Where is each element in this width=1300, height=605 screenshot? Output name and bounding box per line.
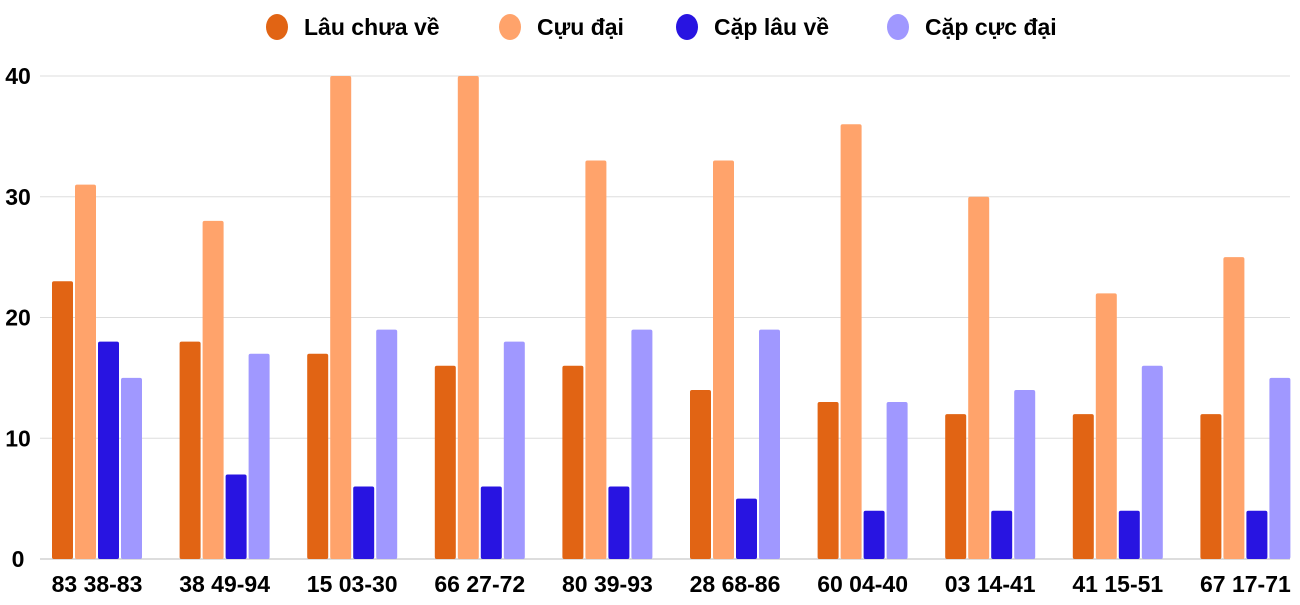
bar [225, 474, 247, 559]
bar [1141, 365, 1163, 559]
legend-label: Cặp lâu về [714, 14, 829, 40]
bar [376, 329, 398, 559]
legend-swatch [676, 14, 698, 40]
bar [330, 76, 352, 559]
x-tick-label: 83 38-83 [52, 571, 143, 597]
bar-group [1200, 257, 1291, 559]
x-tick-label: 41 15-51 [1072, 571, 1163, 597]
bar [608, 486, 630, 559]
bar [1014, 389, 1036, 559]
bar [886, 402, 908, 559]
bar [52, 281, 73, 559]
bar [1118, 510, 1140, 559]
bar [759, 329, 780, 559]
legend-item[interactable]: Cặp cực đại [887, 14, 1057, 40]
legend-swatch [499, 14, 521, 40]
x-tick-label: 60 04-40 [817, 571, 908, 597]
bar [457, 76, 479, 559]
y-tick-label: 10 [5, 425, 31, 451]
legend: Lâu chưa về Cựu đại Cặp lâu về Cặp cực đại [266, 14, 1057, 40]
bar [1269, 377, 1291, 559]
legend-label: Cựu đại [537, 14, 624, 40]
bar [945, 414, 967, 559]
legend-item[interactable]: Cặp lâu về [676, 14, 829, 40]
x-tick-label: 38 49-94 [179, 571, 270, 597]
bar [863, 510, 885, 559]
bars [52, 76, 1291, 560]
bar [503, 341, 525, 559]
x-tick-label: 03 14-41 [945, 571, 1036, 597]
bar-group [817, 124, 908, 560]
legend-item[interactable]: Lâu chưa về [266, 14, 440, 40]
bar [75, 184, 96, 560]
bar [1223, 257, 1245, 559]
y-tick-label: 30 [5, 184, 31, 210]
y-tick-label: 40 [5, 63, 31, 89]
bar [736, 498, 757, 559]
bar-group [562, 160, 653, 559]
bar [480, 486, 502, 559]
bar [817, 402, 839, 559]
bar [353, 486, 375, 559]
bar [690, 389, 711, 559]
bar-group [179, 220, 270, 559]
y-axis-ticks: 0 10 20 30 40 [5, 63, 31, 572]
x-tick-label: 80 39-93 [562, 571, 653, 597]
bar-group [690, 160, 780, 559]
bar [202, 220, 224, 559]
y-tick-label: 0 [12, 546, 25, 572]
bar-group [1072, 293, 1163, 559]
bar [121, 377, 142, 559]
legend-label: Lâu chưa về [304, 14, 440, 40]
bar [1200, 414, 1222, 559]
bar [991, 510, 1013, 559]
bar [1095, 293, 1117, 559]
bar [840, 124, 862, 560]
legend-item[interactable]: Cựu đại [499, 14, 624, 40]
bar-group [945, 196, 1036, 559]
bar [434, 365, 456, 559]
bar [562, 365, 584, 559]
x-tick-label: 28 68-86 [690, 571, 781, 597]
bar [713, 160, 734, 559]
bar-group [434, 76, 525, 559]
bar [179, 341, 201, 559]
bar [585, 160, 607, 559]
bar [307, 353, 329, 559]
legend-swatch [266, 14, 288, 40]
bar [631, 329, 653, 559]
legend-label: Cặp cực đại [925, 14, 1057, 40]
legend-swatch [887, 14, 909, 40]
bar [1072, 414, 1094, 559]
x-tick-label: 66 27-72 [434, 571, 525, 597]
bar-group [307, 76, 398, 559]
bar [968, 196, 990, 559]
bar [1246, 510, 1268, 559]
bar-group [52, 184, 142, 560]
x-tick-label: 67 17-71 [1200, 571, 1291, 597]
x-tick-label: 15 03-30 [307, 571, 398, 597]
x-axis-ticks: 83 38-83 38 49-94 15 03-30 66 27-72 80 39-93… [52, 571, 1291, 597]
bar [98, 341, 119, 559]
bar [248, 353, 270, 559]
y-tick-label: 20 [5, 305, 31, 331]
